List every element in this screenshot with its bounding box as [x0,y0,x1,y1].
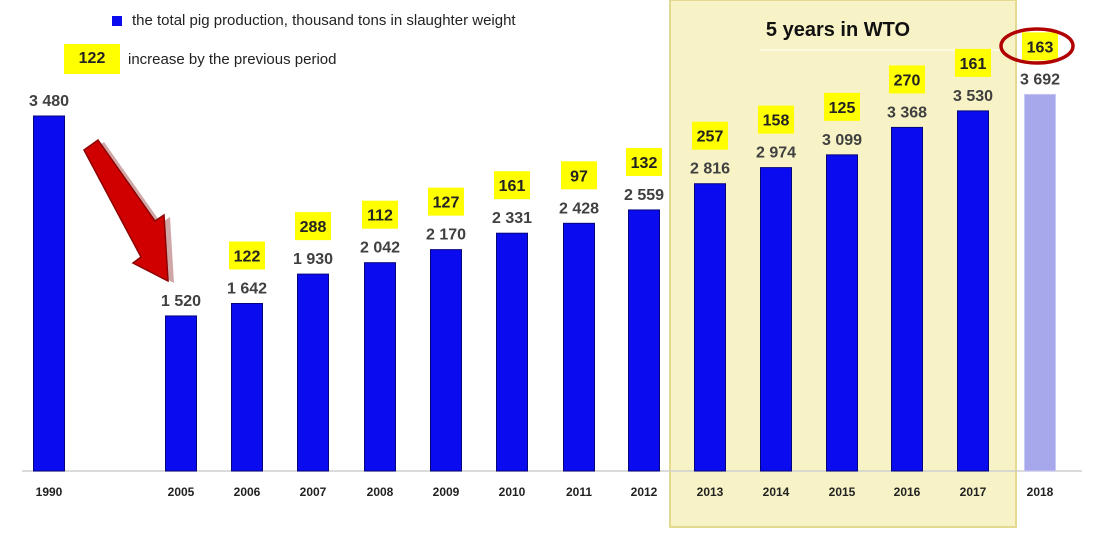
increase-badge-2015 [824,92,860,121]
bar-2009 [430,249,462,472]
x-tick-label-2006: 2006 [234,485,261,499]
increase-badge-2008 [362,200,398,229]
value-label-2016: 3 368 [887,104,927,121]
increase-badge-2017 [955,48,991,77]
increase-badge-2007 [295,212,331,241]
increase-label-2016: 270 [894,72,921,89]
bar-2007 [297,273,329,472]
legend-series-label: the total pig production, thousand tons … [132,12,516,29]
increase-label-2009: 127 [433,195,460,212]
bar-2011 [563,222,595,472]
increase-label-2007: 288 [300,219,327,236]
value-label-2018: 3 692 [1020,71,1060,88]
x-tick-label-2012: 2012 [631,485,658,499]
value-label-2011: 2 428 [559,200,599,217]
increase-badge-2010 [494,171,530,200]
bar-2013 [694,183,726,472]
x-tick-label-2016: 2016 [894,485,921,499]
value-label-2010: 2 331 [492,210,532,227]
x-tick-label-2005: 2005 [168,485,195,499]
increase-label-2014: 158 [763,113,790,130]
increase-label-2015: 125 [829,100,856,117]
increase-label-2018: 163 [1027,39,1054,56]
wto-label: 5 years in WTO [766,19,910,41]
increase-label-2013: 257 [697,129,724,146]
x-tick-label-1990: 1990 [36,485,63,499]
x-tick-label-2011: 2011 [566,485,592,499]
increase-badge-2018 [1022,32,1058,61]
increase-label-2006: 122 [234,248,261,265]
bar-1990 [33,115,65,472]
increase-label-2010: 161 [499,178,526,195]
value-label-2005: 1 520 [161,293,201,310]
x-tick-label-2009: 2009 [433,485,460,499]
x-tick-label-2018: 2018 [1027,485,1054,499]
x-tick-label-2010: 2010 [499,485,526,499]
bar-2012 [628,209,660,472]
x-tick-label-2013: 2013 [697,485,724,499]
increase-label-2011: 97 [570,168,588,185]
bar-2014 [760,167,792,472]
increase-badge-2013 [692,121,728,150]
legend-increase: 122 increase by the previous period [64,44,336,74]
increase-label-2008: 112 [367,208,393,225]
increase-badge-2012 [626,147,662,176]
legend-badge-label: increase by the previous period [128,50,337,68]
increase-badge-2011 [561,161,597,190]
bar-2006 [231,302,263,472]
value-label-2012: 2 559 [624,187,664,204]
value-label-2015: 3 099 [822,132,862,149]
bar-2016 [891,126,923,472]
bar-2018 [1024,93,1056,472]
bar-2017 [957,110,989,472]
value-label-2009: 2 170 [426,227,466,244]
value-label-2017: 3 530 [953,88,993,105]
increase-badge-2006 [229,241,265,270]
x-tick-label-2008: 2008 [367,485,394,499]
bar-2010 [496,232,528,472]
increase-label-2012: 132 [631,155,658,172]
value-label-2014: 2 974 [756,145,796,162]
bar-2005 [165,315,197,472]
down-arrow [83,138,174,283]
x-tick-label-2014: 2014 [763,485,790,499]
bars-layer: 3 480 1990 1 520 2005 1 642 2006 122 1 930 2007 2… [29,32,1060,499]
increase-badge-2016 [889,65,925,94]
increase-badge-2014 [758,105,794,134]
value-label-1990: 3 480 [29,93,69,110]
x-tick-label-2015: 2015 [829,485,856,499]
value-label-2007: 1 930 [293,251,333,268]
arrow-shape [83,138,169,283]
increase-label-2017: 161 [960,56,987,73]
legend-series: the total pig production, thousand tons … [112,12,516,29]
x-tick-label-2017: 2017 [960,485,987,499]
value-label-2013: 2 816 [690,161,730,178]
bar-2008 [364,262,396,472]
value-label-2006: 1 642 [227,280,267,297]
highlight-ellipse [999,27,1075,65]
legend-badge: 122 [64,44,120,74]
x-tick-label-2007: 2007 [300,485,327,499]
bar-2015 [826,154,858,472]
increase-badge-2009 [428,187,464,216]
value-label-2008: 2 042 [360,240,400,257]
legend-swatch-icon [112,15,122,26]
